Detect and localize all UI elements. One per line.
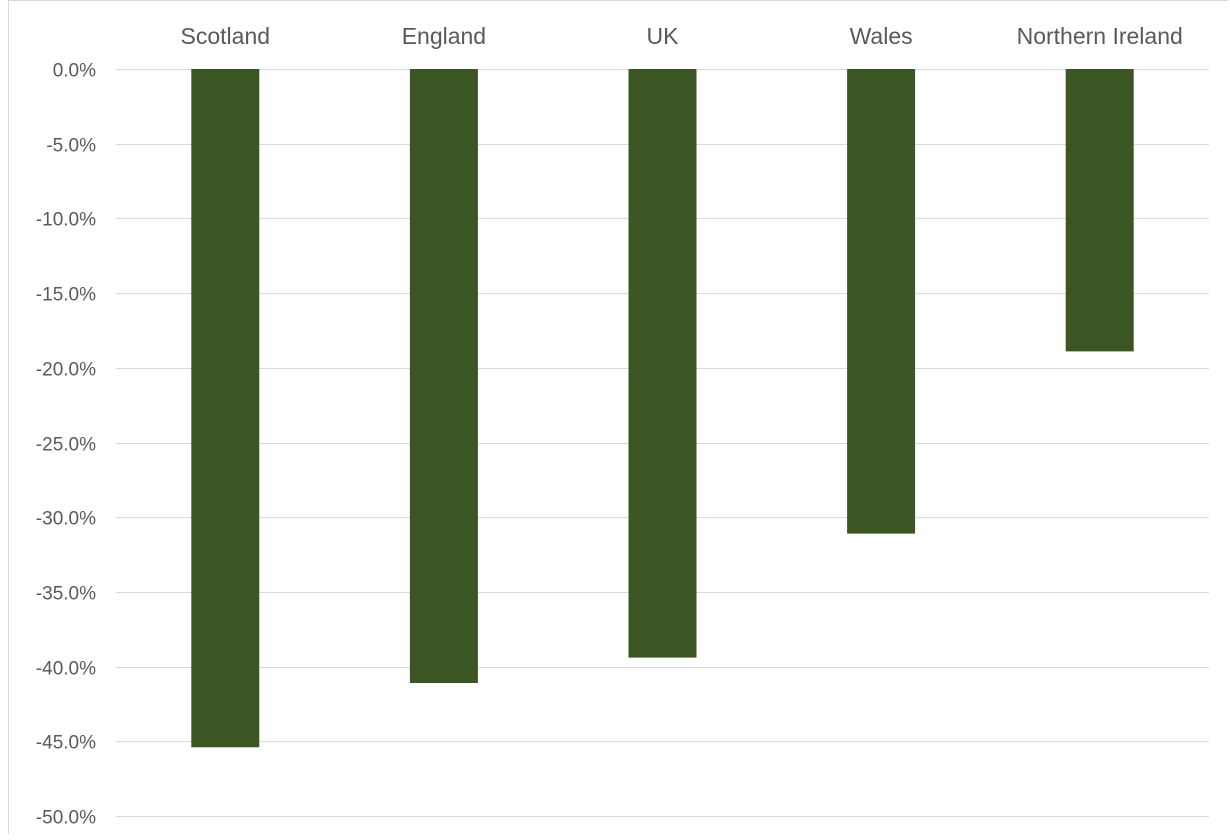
y-tick-label: -25.0%: [36, 435, 96, 456]
category-label: UK: [647, 23, 680, 49]
bar-wales: [847, 69, 916, 534]
category-label: England: [402, 23, 486, 49]
y-tick-label: -5.0%: [46, 136, 96, 157]
y-tick-label: -45.0%: [36, 733, 96, 754]
bar-scotland: [191, 69, 260, 748]
category-labels: Scotland England UK Wales Northern Ireland: [181, 23, 1183, 49]
category-label: Scotland: [181, 23, 271, 49]
y-tick-label: -40.0%: [36, 659, 96, 680]
category-label: Wales: [850, 23, 913, 49]
y-tick-label: -50.0%: [36, 808, 96, 829]
y-axis-tick-labels: 0.0% -5.0% -10.0% -15.0% -20.0% -25.0% -30.0% -…: [36, 61, 96, 829]
y-tick-label: -30.0%: [36, 509, 96, 530]
y-tick-label: -20.0%: [36, 360, 96, 381]
category-label: Northern Ireland: [1017, 23, 1183, 49]
bar-uk: [628, 69, 697, 658]
y-tick-label: -10.0%: [36, 210, 96, 231]
y-tick-label: -35.0%: [36, 584, 96, 605]
bars: [191, 69, 1134, 748]
y-tick-label: 0.0%: [53, 61, 96, 82]
bar-england: [409, 69, 478, 683]
y-tick-label: -15.0%: [36, 285, 96, 306]
bar-northern-ireland: [1065, 69, 1134, 352]
